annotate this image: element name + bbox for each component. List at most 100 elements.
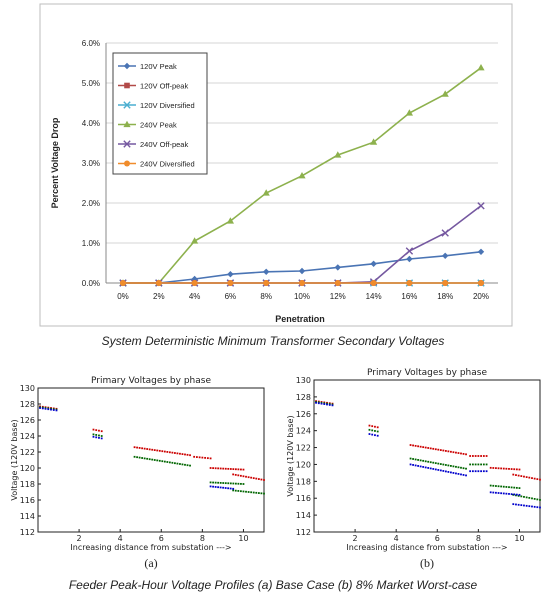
data-point: [536, 498, 539, 501]
data-point: [417, 465, 420, 467]
data-point: [156, 449, 159, 452]
data-point: [457, 466, 460, 469]
y-tick-label: 120: [20, 464, 35, 473]
y-tick-label: 122: [296, 444, 311, 453]
y-tick-label: 126: [20, 416, 35, 425]
data-point: [452, 465, 455, 468]
data-point: [533, 505, 536, 508]
data-point: [239, 490, 242, 493]
data-point: [508, 493, 510, 495]
x-tick-label: 10%: [294, 292, 310, 301]
data-point: [174, 462, 176, 465]
data-point: [455, 472, 457, 475]
data-point: [120, 280, 126, 286]
data-point: [250, 476, 253, 479]
data-point: [517, 503, 520, 506]
data-point: [176, 462, 179, 465]
x-tick-label: 20%: [473, 292, 489, 301]
x-tick-label: 4%: [189, 292, 201, 301]
data-point: [166, 451, 169, 453]
x-tick-label: 8: [476, 534, 481, 543]
x-tick-label: 2: [77, 534, 82, 543]
legend-marker: [123, 62, 131, 70]
data-point: [497, 485, 500, 488]
data-point: [469, 470, 472, 473]
data-point: [257, 492, 260, 494]
y-tick-label: 114: [20, 512, 35, 521]
data-point: [191, 237, 199, 244]
data-point: [326, 403, 328, 406]
data-point: [427, 447, 430, 449]
data-point: [41, 407, 44, 410]
data-point: [263, 268, 270, 275]
data-point: [510, 493, 513, 496]
data-point: [533, 497, 536, 500]
y-tick-label: 116: [296, 494, 311, 503]
data-point: [489, 466, 492, 469]
data-point: [518, 468, 521, 471]
data-point: [222, 467, 225, 470]
data-point: [55, 409, 58, 412]
data-point: [417, 459, 420, 461]
data-point: [260, 478, 263, 481]
legend-entry: 240V Peak: [118, 121, 177, 130]
data-point: [512, 503, 515, 506]
data-point: [148, 458, 151, 461]
data-point: [424, 460, 427, 463]
data-point: [478, 280, 484, 286]
data-point: [263, 479, 265, 481]
y-tick-label: 2.0%: [82, 199, 100, 208]
data-point: [151, 458, 154, 461]
data-point: [477, 248, 485, 255]
data-point: [480, 463, 483, 466]
data-point: [146, 448, 149, 450]
data-point: [252, 477, 255, 480]
y-tick-label: 118: [20, 480, 35, 489]
data-point: [442, 252, 449, 259]
data-point: [255, 491, 258, 494]
data-point: [39, 407, 41, 409]
data-point: [525, 504, 528, 507]
data-point: [533, 477, 536, 480]
data-point: [465, 474, 467, 477]
data-point: [163, 460, 166, 463]
data-point: [328, 404, 331, 406]
data-point: [232, 487, 235, 490]
bottom-figure-caption: Feeder Peak-Hour Voltage Profiles (a) Ba…: [68, 578, 478, 592]
data-point: [417, 445, 420, 448]
legend-entry: 120V Peak: [118, 62, 177, 71]
data-point: [133, 446, 136, 449]
x-tick-label: 16%: [401, 292, 417, 301]
data-point: [179, 463, 181, 465]
data-point: [171, 461, 174, 464]
data-point: [141, 457, 144, 459]
data-point: [505, 467, 508, 470]
data-point: [222, 486, 225, 489]
data-point: [242, 468, 245, 471]
data-point: [414, 464, 417, 467]
data-point: [95, 434, 98, 436]
y-tick-label: 124: [296, 427, 311, 436]
data-point: [92, 435, 95, 438]
data-point: [531, 497, 533, 500]
data-point: [179, 452, 181, 455]
data-point: [224, 467, 227, 470]
data-point: [474, 470, 477, 473]
panel-a: Primary Voltages by phase 112 114 116 118 120…: [10, 376, 265, 570]
data-point: [508, 467, 510, 470]
data-point: [92, 428, 95, 431]
phase-series-2: [315, 401, 541, 509]
data-point: [469, 463, 472, 466]
y-tick-label: 130: [296, 376, 311, 385]
data-point: [531, 477, 533, 480]
data-point: [371, 433, 374, 436]
y-tick-label: 6.0%: [82, 39, 100, 48]
data-point: [495, 467, 497, 470]
legend-entry: 120V Off-peak: [118, 82, 188, 91]
x-tick-label: 4: [394, 534, 399, 543]
data-point: [198, 456, 201, 459]
data-point: [298, 172, 306, 179]
data-point: [212, 481, 215, 484]
data-point: [242, 483, 245, 485]
x-tick-label: 2: [353, 534, 358, 543]
